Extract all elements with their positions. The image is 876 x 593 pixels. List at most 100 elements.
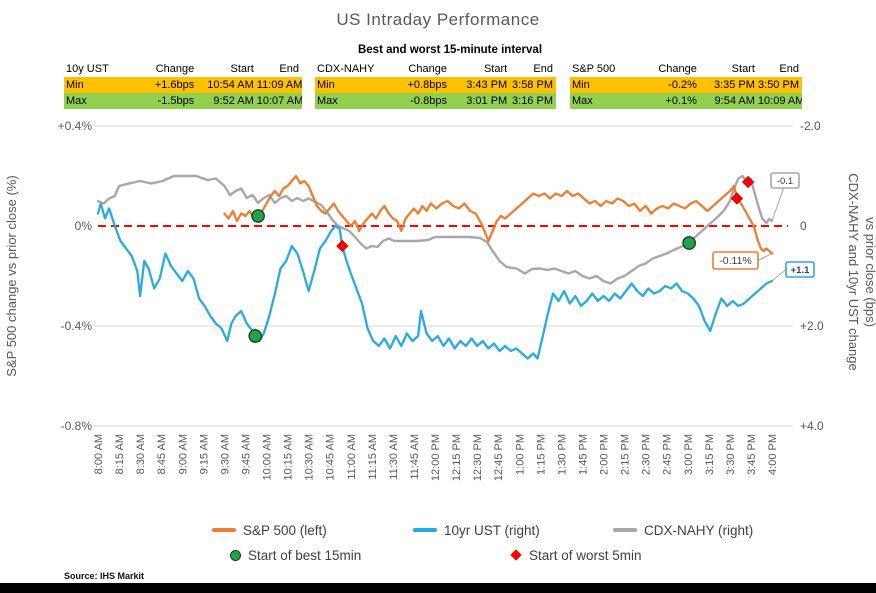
best-15min-marker: [248, 329, 263, 343]
end-label-box: [712, 251, 759, 270]
table-cell: 9:54 AM: [714, 95, 755, 107]
x-tick-label: 10:30 AM: [304, 434, 316, 480]
table-row-max: Max -0.8bps 3:01 PM 3:16 PM: [315, 93, 556, 109]
table-cell: -0.8bps: [410, 95, 447, 107]
table-header-row: CDX-NAHY Change Start End: [315, 61, 556, 77]
x-tick-label: 9:45 AM: [240, 434, 252, 474]
legend-item-worst-5min: Start of worst 5min: [510, 546, 642, 564]
x-tick-label: 9:30 AM: [219, 434, 231, 474]
x-tick-label: 3:00 PM: [683, 434, 695, 475]
table-cell: 3:01 PM: [466, 95, 508, 107]
table-cell: +0.1%: [665, 95, 697, 107]
x-tick-label: 3:45 PM: [746, 434, 758, 475]
table-cell: -1.5bps: [157, 95, 195, 107]
table-header-row: S&P 500 Change Start End: [570, 61, 802, 77]
x-tick-label: 1:45 PM: [577, 434, 589, 475]
table-row-max: Max +0.1% 9:54 AM 10:09 AM: [570, 93, 802, 109]
table-cell: Change: [408, 63, 447, 75]
ust-line: [96, 202, 774, 360]
x-tick-label: 8:00 AM: [93, 434, 105, 474]
table-cell: 10:09 AM: [757, 95, 802, 107]
best-15min-circle-icon: [230, 549, 241, 561]
end-label-leader: [757, 253, 773, 261]
y-left-tick-label: -0.4%: [61, 319, 93, 333]
x-tick-label: 11:30 AM: [388, 434, 400, 480]
table-cell: +0.8bps: [407, 79, 447, 91]
table-cell: Change: [155, 63, 195, 75]
x-tick-label: 9:00 AM: [177, 434, 189, 474]
ust-line-swatch: [413, 528, 437, 532]
table-row-max: Max -1.5bps 9:52 AM 10:07 AM: [64, 93, 302, 109]
x-tick-label: 11:15 AM: [367, 434, 379, 480]
y-left-tick-label: -0.8%: [61, 419, 93, 433]
best-15min-marker: [251, 209, 265, 223]
end-label-leader: [771, 269, 787, 282]
end-label-text: -0.1: [777, 176, 793, 187]
table-cell: 3:50 PM: [758, 79, 799, 91]
end-label-text: +1.1: [791, 265, 810, 276]
x-tick-label: 11:00 AM: [346, 434, 358, 480]
legend-label-sp500: S&P 500 (left): [243, 522, 327, 538]
y-right-tick-label: +4.0: [800, 419, 824, 433]
x-tick-label: 4:00 PM: [767, 434, 779, 475]
x-tick-label: 9:15 AM: [198, 434, 210, 474]
x-tick-label: 2:45 PM: [662, 434, 674, 475]
x-tick-label: 2:15 PM: [620, 434, 632, 475]
table-cell: Start: [731, 63, 755, 75]
legend-label-best-15min: Start of best 15min: [248, 547, 362, 563]
x-tick-label: 8:15 AM: [114, 434, 126, 474]
legend-item-10yr-ust: 10yr UST (right): [413, 521, 540, 539]
table-cell: Max: [317, 95, 338, 107]
x-tick-label: 12:45 PM: [493, 434, 505, 481]
interval-table-cdx-nahy: CDX-NAHY Change Start End Min +0.8bps 3:43 PM 3…: [315, 61, 556, 109]
table-cell: Start: [230, 63, 254, 75]
table-cell: End: [533, 63, 553, 75]
y-left-tick-label: 0%: [75, 219, 93, 233]
table-cell: Start: [483, 63, 508, 75]
table-cell: 9:52 AM: [213, 95, 254, 107]
table-cell: Min: [317, 79, 335, 91]
table-cell: 3:58 PM: [512, 79, 553, 91]
cdx-line: [96, 174, 774, 285]
y-left-tick-label: +0.4%: [58, 119, 93, 133]
cdx-line-swatch: [613, 528, 637, 532]
table-cell: 3:43 PM: [466, 79, 508, 91]
table-cell: 3:16 PM: [512, 95, 553, 107]
table-cell: 11:09 AM: [256, 79, 302, 91]
best-15min-marker: [682, 236, 697, 250]
x-tick-label: 1:30 PM: [556, 434, 568, 475]
y-right-axis-title-line2: vs prior close (bps): [863, 217, 876, 327]
x-tick-label: 10:45 AM: [325, 434, 337, 480]
intraday-line-chart: +0.4% 0% -0.4% -0.8% -2.0 0 +2.0 +4.0 8:00 AM 8:1…: [4, 119, 876, 481]
table-cell: 10:07 AM: [256, 95, 302, 107]
x-tick-label: 2:30 PM: [641, 434, 653, 475]
x-tick-label: 1:15 PM: [535, 434, 547, 475]
table-cell: Change: [658, 63, 697, 75]
interval-table-sp500: S&P 500 Change Start End Min -0.2% 3:35 PM 3:50…: [570, 61, 802, 109]
source-note: Source: IHS Markit: [64, 571, 145, 581]
table-cell: End: [279, 63, 299, 75]
bottom-bar: [0, 583, 876, 593]
x-tick-label: 1:00 PM: [514, 434, 526, 475]
chart-subtitle: Best and worst 15-minute interval: [357, 44, 543, 56]
page-title: US Intraday Performance: [336, 10, 540, 29]
sp500-line-swatch: [212, 528, 236, 532]
x-tick-label: 2:00 PM: [599, 434, 611, 475]
table-header-row: 10y UST Change Start End: [64, 61, 302, 77]
legend-label-worst-5min: Start of worst 5min: [529, 547, 642, 563]
table-cell: 10y UST: [66, 63, 109, 75]
end-label-box: [770, 172, 800, 189]
y-right-axis-title-line1: CDX-NAHY and 10yr UST change: [846, 173, 861, 371]
table-cell: 3:35 PM: [713, 79, 755, 91]
worst-5min-marker: [730, 192, 744, 205]
table-row-min: Min +0.8bps 3:43 PM 3:58 PM: [315, 77, 556, 93]
y-right-tick-label: 0: [800, 219, 807, 233]
table-cell: End: [779, 63, 799, 75]
x-tick-label: 10:00 AM: [262, 434, 274, 480]
table-cell: CDX-NAHY: [317, 63, 375, 75]
end-label-leader: [771, 187, 785, 222]
table-row-min: Min +1.6bps 10:54 AM 11:09 AM: [64, 77, 302, 93]
table-cell: 10:54 AM: [207, 79, 254, 91]
legend-item-cdx-nahy: CDX-NAHY (right): [613, 521, 753, 539]
